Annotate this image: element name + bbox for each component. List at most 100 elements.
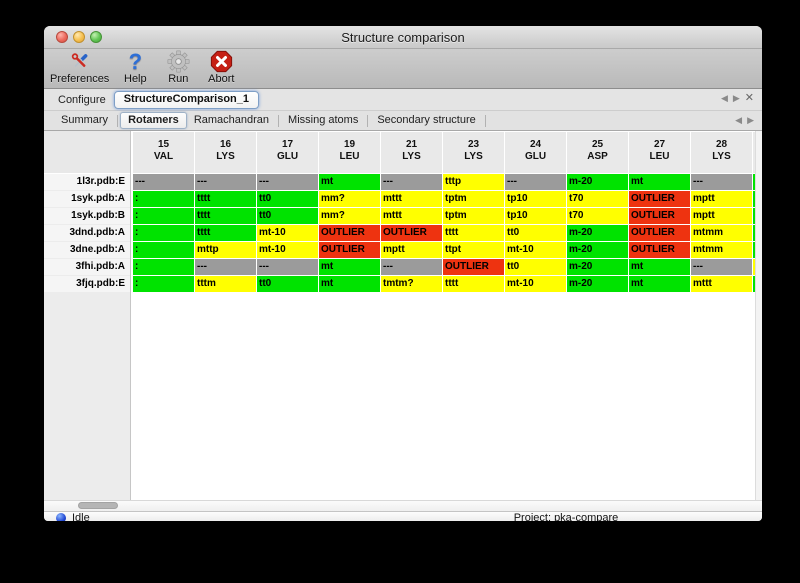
configuration-name-box[interactable]: StructureComparison_1: [113, 90, 260, 109]
close-window-button[interactable]: [56, 31, 68, 43]
row-label[interactable]: 3fhi.pdb:A: [44, 259, 130, 275]
rotamer-cell[interactable]: ---: [195, 259, 256, 275]
rotamer-cell[interactable]: m-20: [567, 174, 628, 190]
horizontal-scrollbar-track[interactable]: [44, 500, 762, 511]
rotamer-cell[interactable]: mtmm: [691, 242, 752, 258]
rotamer-cell[interactable]: ---: [505, 174, 566, 190]
rotamer-cell[interactable]: tt0: [505, 259, 566, 275]
rotamer-cell[interactable]: OUTLIER: [319, 225, 380, 241]
row-label[interactable]: 1l3r.pdb:E: [44, 174, 130, 190]
rotamer-cell[interactable]: tt0: [257, 276, 318, 292]
column-header-16[interactable]: 16 LYS: [195, 132, 256, 173]
rotamer-cell[interactable]: mt: [319, 276, 380, 292]
rotamer-cell[interactable]: ---: [381, 174, 442, 190]
rotamer-cell[interactable]: mt-10: [505, 242, 566, 258]
column-header-23[interactable]: 23 LYS: [443, 132, 504, 173]
zoom-window-button[interactable]: [90, 31, 102, 43]
title-bar[interactable]: Structure comparison: [44, 26, 762, 49]
column-header-19[interactable]: 19 LEU: [319, 132, 380, 173]
rotamer-cell[interactable]: m-20: [567, 276, 628, 292]
row-label[interactable]: 1syk.pdb:A: [44, 191, 130, 207]
rotamer-cell[interactable]: tttt: [195, 208, 256, 224]
rotamer-cell[interactable]: tt0: [257, 208, 318, 224]
column-header-27[interactable]: 27 LEU: [629, 132, 690, 173]
row-label[interactable]: 1syk.pdb:B: [44, 208, 130, 224]
rotamer-cell[interactable]: mttt: [381, 191, 442, 207]
rotamer-cell[interactable]: tp10: [505, 191, 566, 207]
rotamer-cell[interactable]: mttt: [691, 276, 752, 292]
tab-summary[interactable]: Summary: [61, 114, 109, 126]
rotamer-cell[interactable]: m-20: [567, 259, 628, 275]
rotamer-cell[interactable]: OUTLIER: [381, 225, 442, 241]
column-header-15[interactable]: 15 VAL: [133, 132, 194, 173]
config-close-icon[interactable]: ✕: [744, 92, 754, 104]
rotamer-cell[interactable]: tttt: [195, 225, 256, 241]
minimize-window-button[interactable]: [73, 31, 85, 43]
column-header-25[interactable]: 25 ASP: [567, 132, 628, 173]
rotamer-cell[interactable]: m-20: [567, 225, 628, 241]
rotamer-cell[interactable]: tttt: [443, 225, 504, 241]
rotamer-cell[interactable]: m-20: [567, 242, 628, 258]
help-button[interactable]: ? Help: [118, 50, 152, 85]
rotamer-cell[interactable]: mptt: [691, 208, 752, 224]
rotamer-cell[interactable]: mt: [629, 259, 690, 275]
rotamer-cell[interactable]: mptt: [691, 191, 752, 207]
rotamer-cell[interactable]: ---: [133, 174, 194, 190]
column-header-21[interactable]: 21 LYS: [381, 132, 442, 173]
rotamer-cell[interactable]: ttpt: [443, 242, 504, 258]
rotamer-cell[interactable]: tptm: [443, 208, 504, 224]
rotamer-cell[interactable]: :: [133, 242, 194, 258]
rotamer-cell[interactable]: mptt: [381, 242, 442, 258]
rotamer-cell[interactable]: mt-10: [257, 242, 318, 258]
rotamer-cell[interactable]: mt: [629, 174, 690, 190]
rotamer-cell[interactable]: OUTLIER: [629, 191, 690, 207]
rotamer-cell[interactable]: OUTLIER: [319, 242, 380, 258]
tab-rotamers[interactable]: Rotamers: [120, 112, 187, 129]
rotamer-cell[interactable]: mttt: [381, 208, 442, 224]
rotamer-cell[interactable]: OUTLIER: [629, 208, 690, 224]
rotamer-cell[interactable]: mttp: [195, 242, 256, 258]
rotamer-cell[interactable]: tptm: [443, 191, 504, 207]
rotamer-cell[interactable]: ---: [691, 174, 752, 190]
tab-missing-atoms[interactable]: Missing atoms: [288, 114, 359, 126]
column-header-24[interactable]: 24 GLU: [505, 132, 566, 173]
rotamer-cell[interactable]: mm?: [319, 191, 380, 207]
rotamer-cell[interactable]: t70: [567, 191, 628, 207]
rotamer-cell[interactable]: tttt: [195, 191, 256, 207]
run-button[interactable]: Run: [161, 50, 195, 85]
tabs-prev-icon[interactable]: ◀: [735, 115, 743, 125]
rotamer-cell[interactable]: mt-10: [257, 225, 318, 241]
rotamer-cell[interactable]: ---: [691, 259, 752, 275]
config-next-icon[interactable]: ▶: [732, 93, 740, 103]
rotamer-cell[interactable]: tt0: [505, 225, 566, 241]
tab-secondary-structure[interactable]: Secondary structure: [377, 114, 476, 126]
rotamer-cell[interactable]: OUTLIER: [629, 242, 690, 258]
column-header-28[interactable]: 28 LYS: [691, 132, 752, 173]
rotamer-cell[interactable]: t70: [567, 208, 628, 224]
rotamer-cell[interactable]: OUTLIER: [629, 225, 690, 241]
rotamer-cell[interactable]: :: [133, 191, 194, 207]
vertical-scrollbar-track[interactable]: [755, 131, 762, 500]
rotamer-cell[interactable]: :: [133, 259, 194, 275]
rotamer-cell[interactable]: tttt: [443, 276, 504, 292]
tab-ramachandran[interactable]: Ramachandran: [193, 114, 270, 126]
rotamer-cell[interactable]: :: [133, 276, 194, 292]
row-label[interactable]: 3dnd.pdb:A: [44, 225, 130, 241]
rotamer-cell[interactable]: mt-10: [505, 276, 566, 292]
rotamer-cell[interactable]: ---: [257, 174, 318, 190]
rotamer-cell[interactable]: tttm: [195, 276, 256, 292]
rotamer-cell[interactable]: tttp: [443, 174, 504, 190]
rotamer-cell[interactable]: mt: [319, 259, 380, 275]
rotamer-cell[interactable]: ---: [195, 174, 256, 190]
rotamer-cell[interactable]: mt: [629, 276, 690, 292]
rotamer-cell[interactable]: mt: [319, 174, 380, 190]
row-label[interactable]: 3dne.pdb:A: [44, 242, 130, 258]
rotamer-cell[interactable]: tp10: [505, 208, 566, 224]
rotamer-cell[interactable]: mm?: [319, 208, 380, 224]
horizontal-scrollbar-thumb[interactable]: [78, 502, 118, 509]
preferences-button[interactable]: Preferences: [50, 50, 109, 85]
rotamer-cell[interactable]: ---: [257, 259, 318, 275]
rotamer-cell[interactable]: ---: [381, 259, 442, 275]
column-header-17[interactable]: 17 GLU: [257, 132, 318, 173]
tabs-next-icon[interactable]: ▶: [747, 115, 754, 125]
